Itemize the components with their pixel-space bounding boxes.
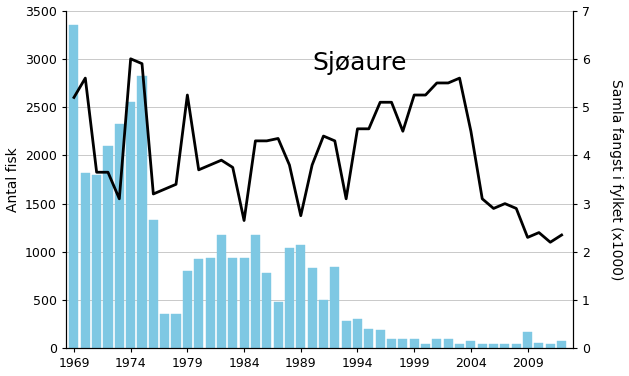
Bar	[194, 259, 203, 349]
Bar	[443, 339, 453, 349]
Bar	[546, 344, 555, 349]
Bar	[466, 341, 476, 349]
Bar	[206, 258, 214, 349]
Bar	[103, 146, 113, 349]
Bar	[149, 220, 158, 349]
Bar	[557, 341, 566, 349]
Bar	[421, 344, 430, 349]
Bar	[138, 76, 147, 349]
Bar	[126, 102, 135, 349]
Bar	[183, 271, 192, 349]
Bar	[160, 314, 169, 349]
Bar	[262, 273, 271, 349]
Bar	[319, 300, 328, 349]
Bar	[477, 344, 487, 349]
Bar	[296, 245, 305, 349]
Bar	[308, 268, 316, 349]
Bar	[81, 173, 90, 349]
Bar	[535, 343, 543, 349]
Bar	[251, 235, 260, 349]
Bar	[512, 344, 521, 349]
Bar	[353, 320, 362, 349]
Bar	[455, 344, 464, 349]
Bar	[489, 344, 498, 349]
Bar	[217, 235, 226, 349]
Y-axis label: Samla fangst i fylket (x1000): Samla fangst i fylket (x1000)	[610, 79, 623, 280]
Bar	[240, 258, 248, 349]
Bar	[432, 339, 442, 349]
Bar	[172, 314, 181, 349]
Bar	[285, 248, 294, 349]
Bar	[398, 339, 408, 349]
Bar	[342, 321, 351, 349]
Bar	[92, 175, 101, 349]
Bar	[330, 267, 339, 349]
Bar	[69, 25, 79, 349]
Bar	[523, 332, 532, 349]
Y-axis label: Antal fisk: Antal fisk	[6, 147, 19, 212]
Text: Sjøaure: Sjøaure	[313, 51, 408, 75]
Bar	[409, 339, 419, 349]
Bar	[114, 124, 124, 349]
Bar	[387, 339, 396, 349]
Bar	[228, 258, 237, 349]
Bar	[274, 302, 282, 349]
Bar	[501, 344, 509, 349]
Bar	[376, 330, 385, 349]
Bar	[364, 329, 374, 349]
